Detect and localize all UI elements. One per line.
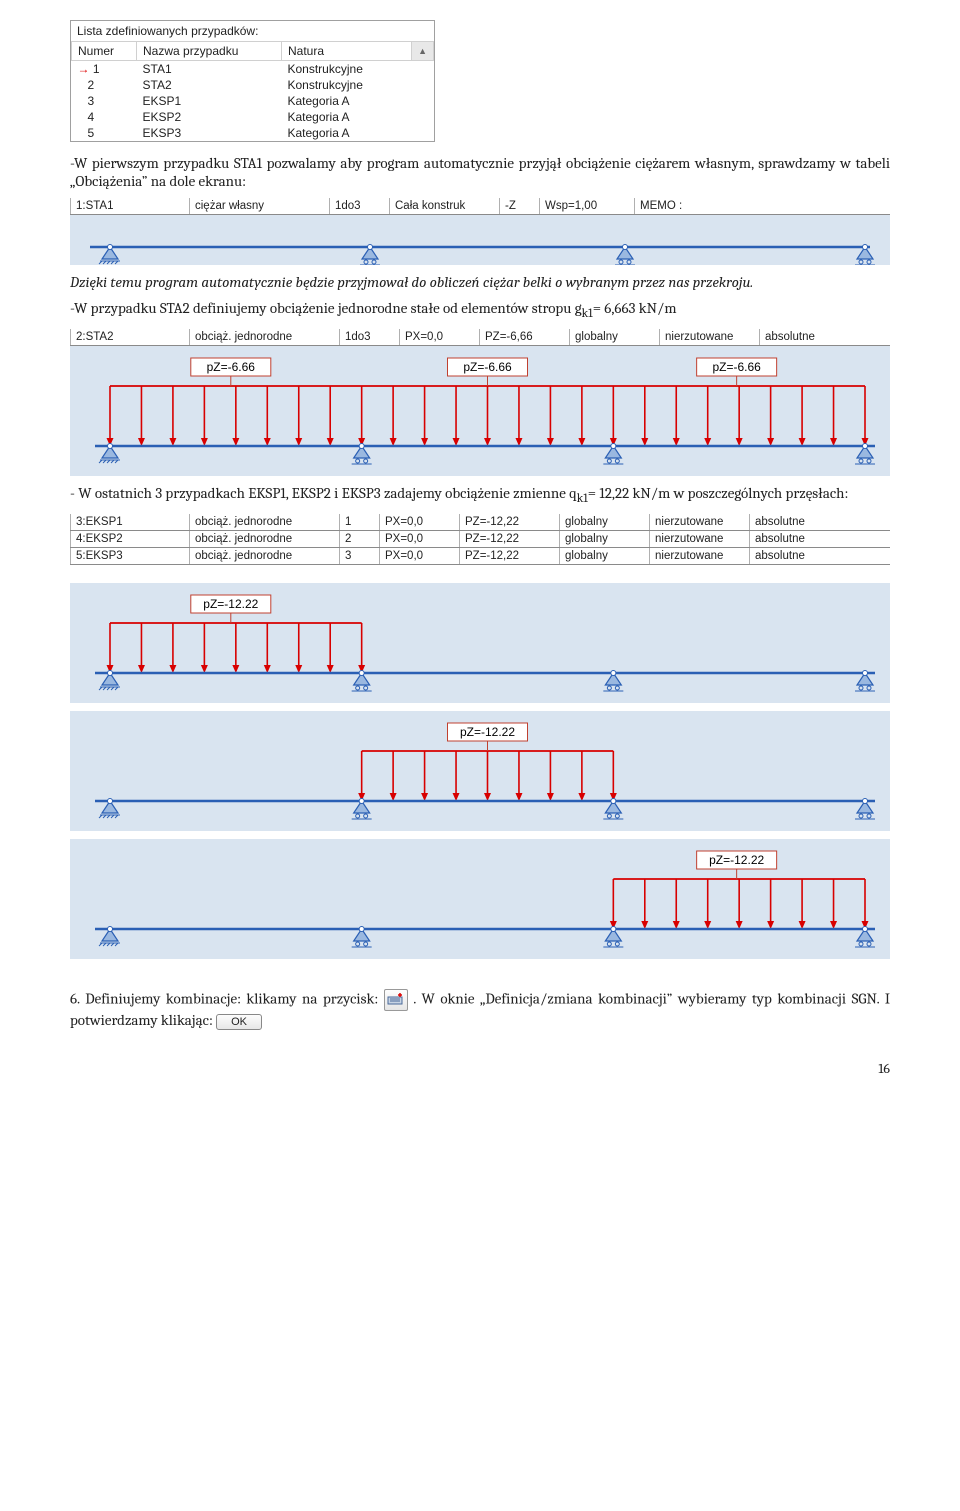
- strip-cell: obciąż. jednorodne: [190, 548, 340, 564]
- strip-cell: globalny: [560, 514, 650, 530]
- strip-cell: PZ=-6,66: [480, 329, 570, 345]
- table-row[interactable]: 4EKSP2Kategoria A: [72, 109, 434, 125]
- scrollbar[interactable]: ▲: [412, 42, 434, 61]
- para-eksp: - W ostatnich 3 przypadkach EKSP1, EKSP2…: [70, 484, 890, 506]
- strip-cell: PZ=-12,22: [460, 514, 560, 530]
- strip-cell: 1: [340, 514, 380, 530]
- table-row[interactable]: → 1STA1Konstrukcyjne: [72, 61, 434, 78]
- strip-cell: globalny: [560, 531, 650, 547]
- svg-text:pZ=-12.22: pZ=-12.22: [709, 853, 764, 867]
- beam-sta2: pZ=-6.66 pZ=-6.66 pZ=-6.66: [70, 346, 890, 476]
- strip-row: 3:EKSP1obciąż. jednorodne1PX=0,0PZ=-12,2…: [70, 514, 890, 531]
- strip-cell: 4:EKSP2: [70, 531, 190, 547]
- strip-cell: absolutne: [760, 329, 890, 345]
- table-row[interactable]: 2STA2Konstrukcyjne: [72, 77, 434, 93]
- strip-cell: 3: [340, 548, 380, 564]
- strip-cell: Wsp=1,00: [540, 198, 635, 214]
- svg-text:pZ=-12.22: pZ=-12.22: [203, 597, 258, 611]
- strip-cell: globalny: [560, 548, 650, 564]
- strip-cell: 1do3: [340, 329, 400, 345]
- strip-cell: 2:STA2: [70, 329, 190, 345]
- para-auto-load: Dzięki temu program automatycznie będzie…: [70, 273, 890, 291]
- strip-cell: nierzutowane: [660, 329, 760, 345]
- para-sta1: -W pierwszym przypadku STA1 pozwalamy ab…: [70, 154, 890, 190]
- strip-cell: PX=0,0: [380, 514, 460, 530]
- strip-cell: globalny: [570, 329, 660, 345]
- strip-cell: ciężar własny: [190, 198, 330, 214]
- strip-row: 5:EKSP3obciąż. jednorodne3PX=0,0PZ=-12,2…: [70, 548, 890, 565]
- cases-list-panel: Lista zdefiniowanych przypadków: Numer N…: [70, 20, 435, 142]
- strip-cell: 3:EKSP1: [70, 514, 190, 530]
- strip-cell: nierzutowane: [650, 548, 750, 564]
- table-row[interactable]: 3EKSP1Kategoria A: [72, 93, 434, 109]
- strip-cell: absolutne: [750, 514, 890, 530]
- svg-text:pZ=-12.22: pZ=-12.22: [460, 725, 515, 739]
- table-row[interactable]: 5EKSP3Kategoria A: [72, 125, 434, 141]
- svg-text:pZ=-6.66: pZ=-6.66: [463, 360, 512, 374]
- svg-text:pZ=-6.66: pZ=-6.66: [712, 360, 761, 374]
- strip-cell: Cała konstruk: [390, 198, 500, 214]
- strip-eksp: 3:EKSP1obciąż. jednorodne1PX=0,0PZ=-12,2…: [70, 514, 890, 565]
- strip-cell: absolutne: [750, 548, 890, 564]
- page-number: 16: [70, 1060, 890, 1077]
- col-numer: Numer: [72, 42, 137, 61]
- strip-sta1: 1:STA1ciężar własny1do3Cała konstruk-ZWs…: [70, 198, 890, 215]
- ok-button[interactable]: OK: [216, 1014, 262, 1030]
- col-nazwa: Nazwa przypadku: [137, 42, 282, 61]
- strip-cell: nierzutowane: [650, 531, 750, 547]
- strip-cell: obciąż. jednorodne: [190, 531, 340, 547]
- strip-sta2: 2:STA2obciąż. jednorodne1do3PX=0,0PZ=-6,…: [70, 329, 890, 346]
- cases-list-caption: Lista zdefiniowanych przypadków:: [71, 21, 434, 41]
- strip-cell: -Z: [500, 198, 540, 214]
- strip-cell: 1:STA1: [70, 198, 190, 214]
- strip-cell: absolutne: [750, 531, 890, 547]
- strip-cell: 2: [340, 531, 380, 547]
- strip-cell: 5:EKSP3: [70, 548, 190, 564]
- svg-text:pZ=-6.66: pZ=-6.66: [207, 360, 256, 374]
- col-natura: Natura: [282, 42, 412, 61]
- strip-cell: obciąż. jednorodne: [190, 329, 340, 345]
- strip-cell: nierzutowane: [650, 514, 750, 530]
- cases-table: Numer Nazwa przypadku Natura ▲ → 1STA1Ko…: [71, 41, 434, 141]
- para-sta2: -W przypadku STA2 definiujemy obciążenie…: [70, 299, 890, 321]
- strip-cell: obciąż. jednorodne: [190, 514, 340, 530]
- combination-icon[interactable]: [384, 989, 408, 1011]
- beams-eksp: pZ=-12.22 pZ=-12.22: [70, 583, 890, 959]
- strip-cell: MEMO :: [635, 198, 885, 214]
- strip-cell: PZ=-12,22: [460, 531, 560, 547]
- step6: 6. Definiujemy kombinacje: klikamy na pr…: [70, 989, 890, 1030]
- strip-cell: PX=0,0: [380, 548, 460, 564]
- strip-cell: PZ=-12,22: [460, 548, 560, 564]
- strip-cell: PX=0,0: [400, 329, 480, 345]
- strip-cell: 1do3: [330, 198, 390, 214]
- beam-sta1: [70, 215, 890, 265]
- strip-row: 4:EKSP2obciąż. jednorodne2PX=0,0PZ=-12,2…: [70, 531, 890, 548]
- strip-cell: PX=0,0: [380, 531, 460, 547]
